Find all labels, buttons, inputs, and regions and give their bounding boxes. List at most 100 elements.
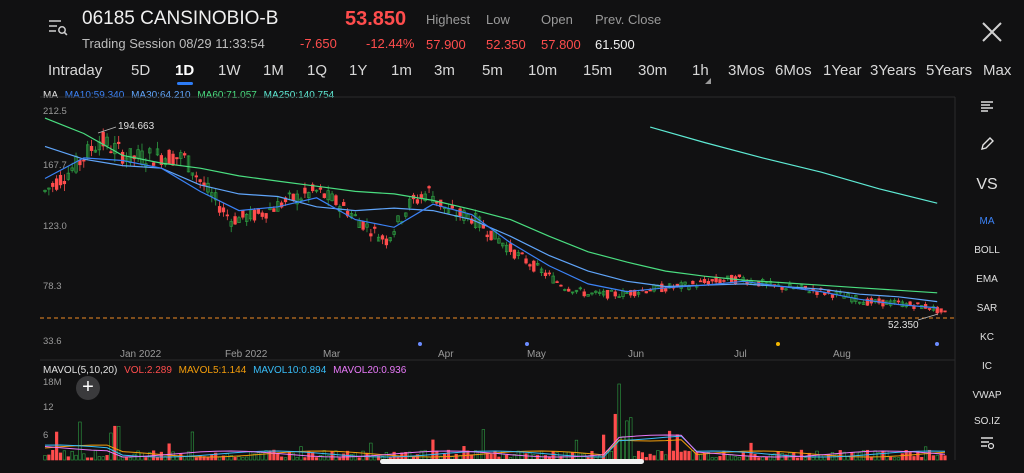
lines-icon[interactable] xyxy=(958,100,1016,117)
candle-body xyxy=(163,158,167,166)
volume-bar xyxy=(656,450,660,461)
candle-body xyxy=(737,274,742,278)
volume-bar xyxy=(834,454,838,461)
menu-search-icon[interactable] xyxy=(48,18,68,36)
candle-body xyxy=(128,148,132,164)
tab-1m[interactable]: 1M xyxy=(263,62,284,79)
indicator-sar[interactable]: SAR xyxy=(976,303,998,314)
volume-bar xyxy=(318,455,323,461)
candle-body xyxy=(450,205,454,209)
tab-3min[interactable]: 3m xyxy=(434,62,455,79)
volume-bar xyxy=(652,455,656,461)
tab-max[interactable]: Max xyxy=(983,62,1012,79)
candle-body xyxy=(194,175,198,178)
candle-body xyxy=(489,230,493,241)
volume-bar xyxy=(811,457,815,461)
candle-body xyxy=(210,192,214,197)
volume-bar xyxy=(361,450,365,461)
indicator-sq-iz[interactable]: SO.IZ xyxy=(973,416,1001,426)
price-chart[interactable] xyxy=(0,0,958,473)
candle-body xyxy=(51,182,55,187)
volume-bar xyxy=(761,456,765,461)
candle-body xyxy=(233,216,237,225)
volume-bar xyxy=(753,454,757,461)
high-marker-leader xyxy=(97,126,117,134)
candle-body xyxy=(303,187,307,194)
volume-bar xyxy=(377,455,381,461)
candle-body xyxy=(858,301,862,304)
candle-body xyxy=(582,291,586,297)
tab-1y[interactable]: 1Y xyxy=(349,62,368,79)
candle-body xyxy=(148,148,152,154)
indicator-ma[interactable]: MA xyxy=(979,216,995,227)
volume-bar xyxy=(206,457,210,461)
tab-5years[interactable]: 5Years xyxy=(926,62,973,79)
indicator-boll[interactable]: BOLL xyxy=(974,245,1000,256)
add-indicator-button[interactable]: + xyxy=(76,376,100,400)
compare-vs-button[interactable]: VS xyxy=(976,176,998,193)
candle-body xyxy=(396,215,400,223)
volume-bar xyxy=(55,431,59,461)
candle-body xyxy=(245,213,249,222)
tab-intraday[interactable]: Intraday xyxy=(48,62,103,79)
volume-bar xyxy=(167,443,171,461)
candle-body xyxy=(252,209,257,221)
volume-bar xyxy=(892,457,897,461)
candle-body xyxy=(89,145,94,151)
tab-10min[interactable]: 10m xyxy=(528,62,558,79)
candle-body xyxy=(376,236,381,242)
tab-1d[interactable]: 1D xyxy=(175,62,195,79)
tab-3mos[interactable]: 3Mos xyxy=(728,62,765,79)
candle-body xyxy=(807,291,811,294)
volume-bar xyxy=(908,452,912,461)
tab-3years[interactable]: 3Years xyxy=(870,62,917,79)
tab-1w[interactable]: 1W xyxy=(218,62,241,79)
candle-body xyxy=(117,141,121,144)
indicator-ema[interactable]: EMA xyxy=(976,274,998,285)
indicator-vwap[interactable]: VWAP xyxy=(972,390,1002,401)
indicator-kc[interactable]: KC xyxy=(980,332,994,343)
volume-bar xyxy=(939,453,943,461)
ma30-line xyxy=(44,145,938,303)
settings-list-icon[interactable] xyxy=(958,436,1016,453)
candle-body xyxy=(330,193,334,202)
volume-bar xyxy=(726,453,730,461)
event-dot xyxy=(525,342,529,346)
candle-body xyxy=(167,149,171,165)
candle-body xyxy=(299,198,303,201)
volume-bar xyxy=(648,453,652,461)
tab-1year[interactable]: 1Year xyxy=(823,62,862,79)
volume-bar xyxy=(896,457,901,461)
prev-close-value: 61.500 xyxy=(595,37,635,52)
mavol20-line xyxy=(44,434,946,458)
tab-1min[interactable]: 1m xyxy=(391,62,412,79)
candle-body xyxy=(648,289,652,292)
tab-1h[interactable]: 1h xyxy=(692,62,709,79)
candle-body xyxy=(229,221,233,227)
tab-30min[interactable]: 30m xyxy=(638,62,668,79)
volume-bar xyxy=(198,455,202,461)
tab-6mos[interactable]: 6Mos xyxy=(775,62,812,79)
candle-body xyxy=(598,291,602,294)
low-marker-leader xyxy=(917,313,939,321)
volume-bar xyxy=(221,455,226,461)
close-icon[interactable] xyxy=(982,22,1002,42)
volume-bar xyxy=(481,429,485,461)
candle-body xyxy=(590,292,594,295)
tab-1q[interactable]: 1Q xyxy=(307,62,328,79)
tab-15min[interactable]: 15m xyxy=(583,62,613,79)
candle-body xyxy=(159,155,164,165)
y-tick-label: 123.0 xyxy=(43,221,67,232)
ma-legend: MA MA10:59.340 MA30:64.210 MA60:71.057 M… xyxy=(43,90,338,101)
tab-5d[interactable]: 5D xyxy=(131,62,151,79)
tab-5min[interactable]: 5m xyxy=(482,62,503,79)
candle-body xyxy=(353,214,357,217)
price-change-pct: -12.44% xyxy=(366,36,415,51)
volume-bar xyxy=(462,446,466,461)
indicator-ic[interactable]: IC xyxy=(982,361,992,372)
pencil-icon[interactable] xyxy=(958,136,1016,155)
volume-bar xyxy=(764,456,769,461)
low-value: 52.350 xyxy=(486,37,526,52)
volume-bar xyxy=(675,434,679,461)
volume-bar xyxy=(66,456,70,461)
